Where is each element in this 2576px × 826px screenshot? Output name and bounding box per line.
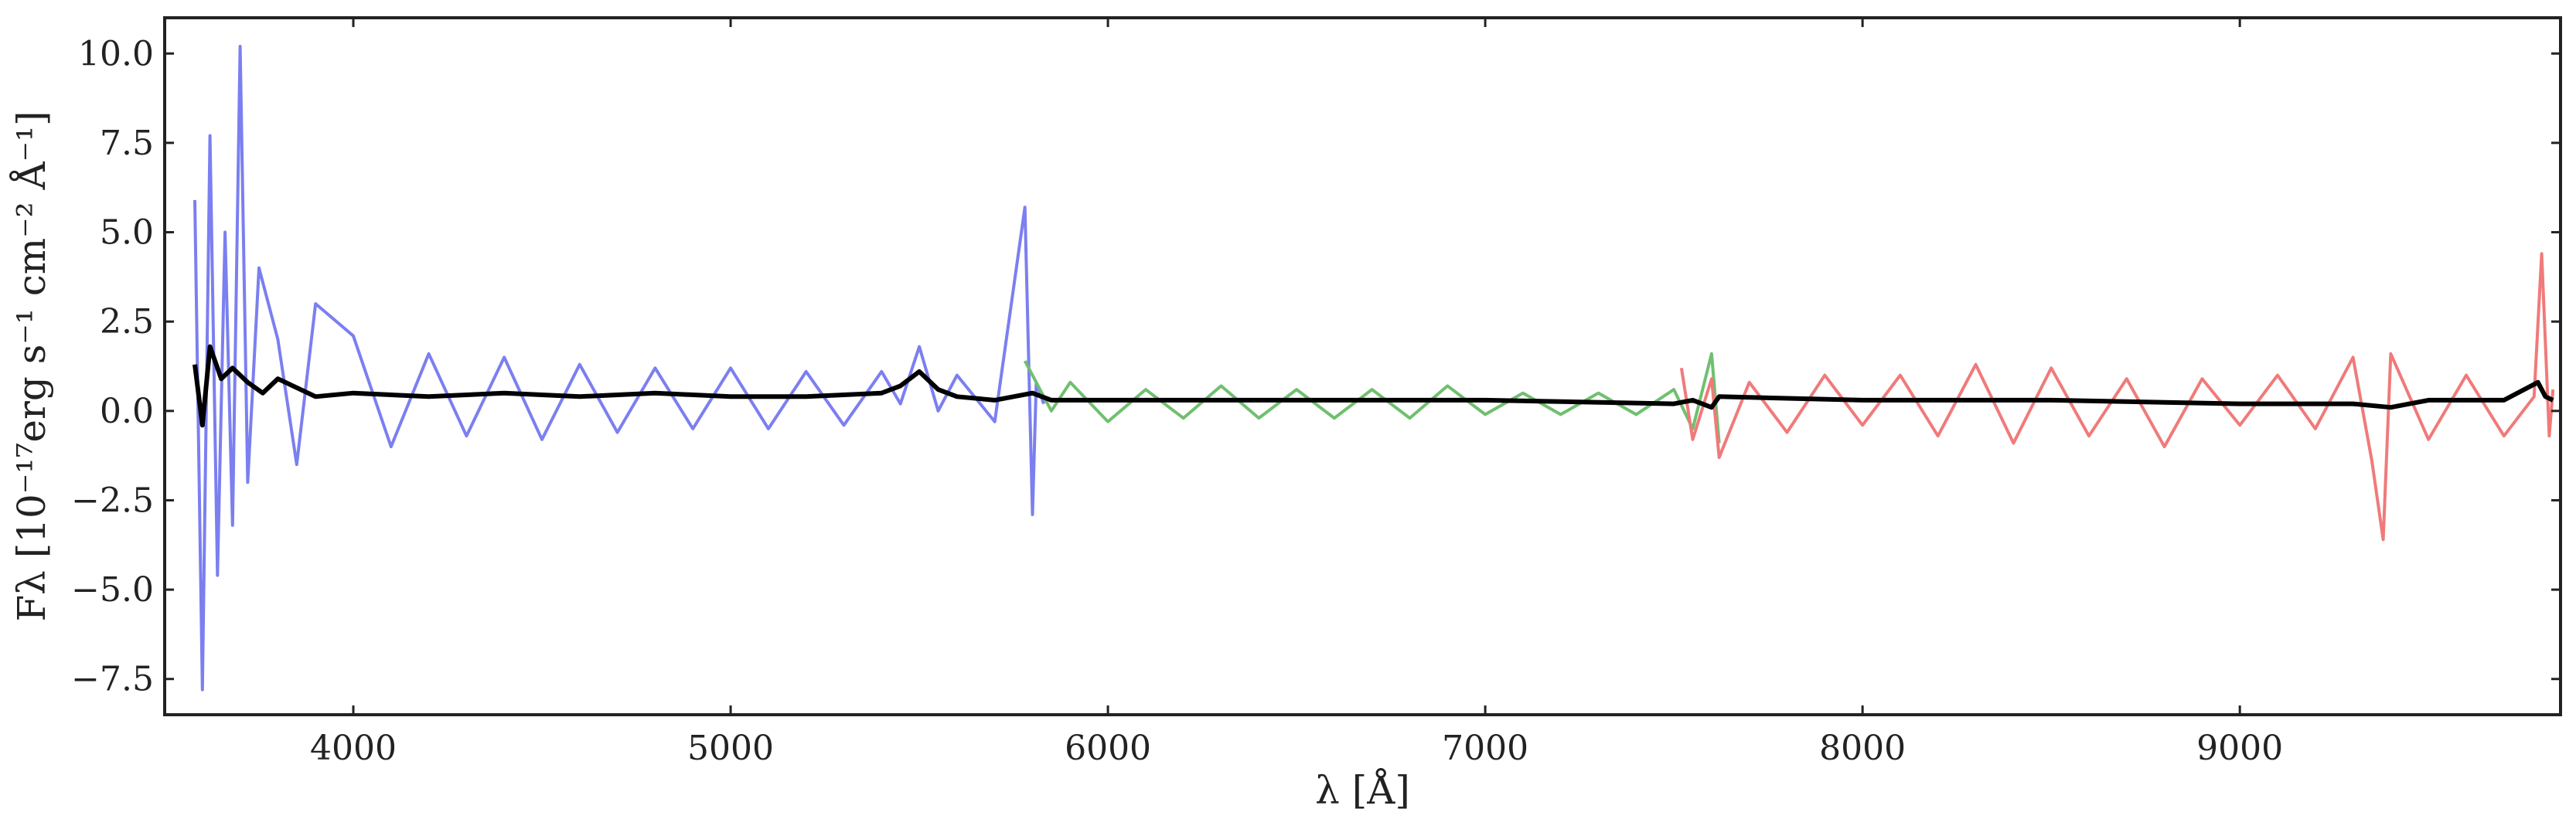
series-line-red <box>1679 252 2555 542</box>
y-tick-label: −2.5 <box>71 481 154 520</box>
y-tick-label: −7.5 <box>71 660 154 699</box>
y-tick-label: 7.5 <box>100 124 154 163</box>
tick-labels-layer: 4000 5000 6000 7000 8000 9000 10.0 7.5 5.0 2.5 0.0… <box>71 34 2283 768</box>
x-axis-label: λ [Å] <box>1315 767 1410 813</box>
x-tick-label: 6000 <box>1065 729 1151 768</box>
series-line-blue <box>193 45 1045 692</box>
x-tick-label: 5000 <box>687 729 774 768</box>
y-axis-label: Fλ [10⁻¹⁷erg s⁻¹ cm⁻² Å⁻¹] <box>9 110 54 621</box>
y-tick-label: 2.5 <box>100 302 154 342</box>
y-tick-label: −5.0 <box>71 570 154 610</box>
x-tick-label: 9000 <box>2196 729 2283 768</box>
y-tick-label: 10.0 <box>78 34 154 73</box>
x-tick-label: 8000 <box>1819 729 1906 768</box>
series-line-smoothed <box>193 344 2554 428</box>
x-tick-label: 7000 <box>1442 729 1528 768</box>
spectra-layer <box>193 45 2555 692</box>
y-tick-label: 0.0 <box>100 392 154 431</box>
y-tick-label: 5.0 <box>100 213 154 253</box>
plot-frame <box>163 16 2562 716</box>
x-tick-label: 4000 <box>310 729 397 768</box>
ticks-layer <box>165 18 2561 715</box>
